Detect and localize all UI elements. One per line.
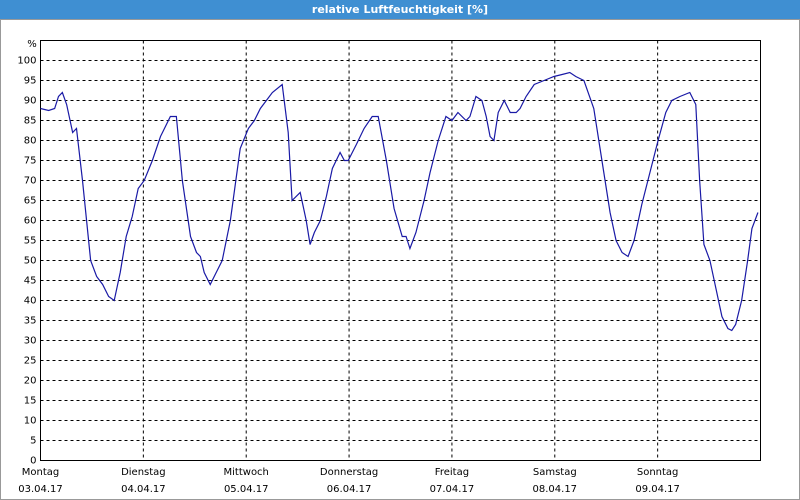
plot-area (40, 40, 761, 461)
x-tick-label: Sonntag (637, 467, 679, 478)
title-bar: relative Luftfeuchtigkeit [%] (0, 0, 800, 19)
y-tick-label: 100 (17, 56, 36, 67)
x-tick-label: Montag (22, 467, 59, 478)
y-tick-label: 95 (24, 76, 37, 87)
x-tick-label: Mittwoch (224, 467, 269, 478)
x-tick-date: 05.04.17 (224, 484, 269, 495)
y-tick-label: 30 (24, 336, 37, 347)
y-tick-label: 20 (24, 376, 37, 387)
x-tick-date: 09.04.17 (635, 484, 680, 495)
x-tick-date: 03.04.17 (18, 484, 63, 495)
y-tick-label: 55 (24, 236, 37, 247)
y-tick-label: 70 (24, 176, 37, 187)
y-tick-label: 25 (24, 356, 37, 367)
x-tick-date: 07.04.17 (430, 484, 475, 495)
y-tick-label: 85 (24, 116, 37, 127)
y-tick-label: 15 (24, 396, 37, 407)
x-tick-label: Samstag (533, 467, 577, 478)
x-tick-date: 04.04.17 (121, 484, 166, 495)
data-line (40, 71, 759, 332)
y-unit: % (27, 39, 37, 50)
x-tick-label: Freitag (435, 467, 469, 478)
y-tick-label: 60 (24, 216, 37, 227)
x-tick-date: 06.04.17 (327, 484, 372, 495)
y-tick-label: 10 (24, 416, 37, 427)
y-tick-label: 50 (24, 256, 37, 267)
y-tick-label: 80 (24, 136, 37, 147)
x-tick-label: Donnerstag (320, 467, 378, 478)
y-tick-label: 90 (24, 96, 37, 107)
y-tick-label: 75 (24, 156, 37, 167)
y-tick-label: 0 (30, 456, 36, 467)
y-tick-label: 35 (24, 316, 37, 327)
y-tick-label: 5 (30, 436, 36, 447)
x-tick-label: Dienstag (121, 467, 166, 478)
y-tick-label: 45 (24, 276, 37, 287)
x-tick-date: 08.04.17 (533, 484, 578, 495)
y-tick-label: 65 (24, 196, 37, 207)
y-tick-label: 40 (24, 296, 37, 307)
